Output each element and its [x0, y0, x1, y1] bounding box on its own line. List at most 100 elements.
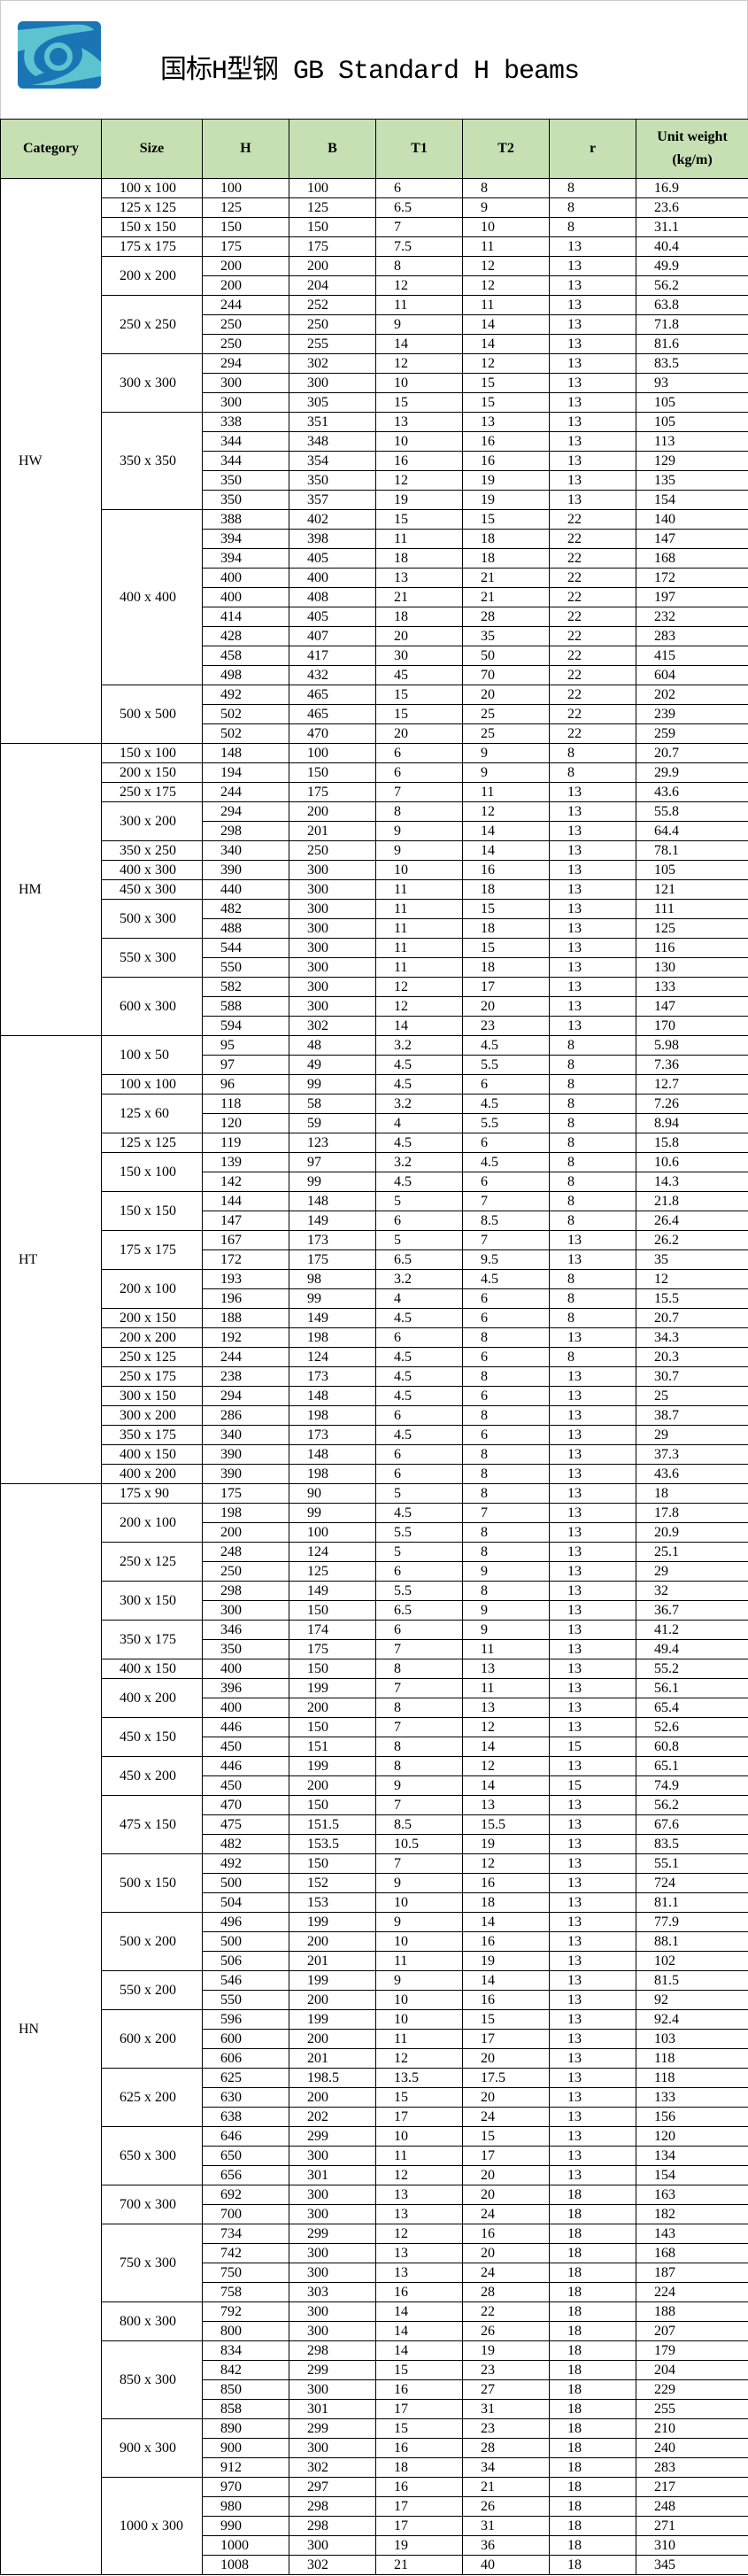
- r-cell: 22: [549, 529, 636, 549]
- r-cell: 8: [549, 1172, 636, 1192]
- unit-weight-cell: 133: [636, 2087, 748, 2108]
- size-cell: 400 x 200: [101, 1678, 203, 1718]
- unit-weight-cell: 60.8: [636, 1737, 748, 1757]
- b-cell: 174: [289, 1620, 376, 1640]
- table-row: 500 152 9 16 13 724: [1, 1873, 748, 1893]
- t2-cell: 40: [462, 2555, 550, 2575]
- b-cell: 298: [289, 2340, 376, 2361]
- table-row: 147 149 6 8.5 8 26.4: [1, 1211, 748, 1231]
- t2-cell: 13: [462, 1659, 550, 1679]
- t1-cell: 10: [375, 373, 463, 393]
- t2-cell: 13: [462, 412, 550, 432]
- t1-cell: 6: [375, 1561, 463, 1582]
- r-cell: 22: [549, 646, 636, 666]
- r-cell: 13: [549, 1834, 636, 1854]
- r-cell: 13: [549, 1620, 636, 1640]
- unit-weight-cell: 103: [636, 2029, 748, 2049]
- unit-weight-cell: 154: [636, 2165, 748, 2185]
- t1-cell: 10: [375, 2009, 463, 2030]
- b-cell: 200: [289, 2087, 376, 2108]
- t2-cell: 12: [462, 256, 550, 276]
- h-cell: 758: [202, 2282, 289, 2302]
- t1-cell: 11: [375, 899, 463, 919]
- r-cell: 13: [549, 1542, 636, 1562]
- h-cell: 244: [202, 295, 289, 315]
- size-cell: 125 x 125: [101, 1133, 203, 1153]
- t2-cell: 28: [462, 607, 550, 627]
- h-cell: 300: [202, 1600, 289, 1621]
- h-cell: 400: [202, 1659, 289, 1679]
- table-row: 600 x 300 582 300 12 17 13 133: [1, 977, 748, 1036]
- size-cell: 475 x 150: [101, 1795, 203, 1854]
- h-cell: 167: [202, 1230, 289, 1250]
- h-cell: 396: [202, 1678, 289, 1698]
- h-cell: 120: [202, 1113, 289, 1133]
- r-cell: 13: [549, 314, 636, 335]
- t2-cell: 9: [462, 1561, 550, 1582]
- size-cell: 250 x 175: [101, 1366, 203, 1387]
- b-cell: 202: [289, 2107, 376, 2127]
- size-cell: 125 x 125: [101, 197, 203, 218]
- unit-weight-cell: 7.26: [636, 1094, 748, 1114]
- h-cell: 188: [202, 1308, 289, 1328]
- t2-cell: 16: [462, 1990, 550, 2010]
- r-cell: 13: [549, 2068, 636, 2088]
- r-cell: 13: [549, 918, 636, 939]
- t2-cell: 15: [462, 509, 550, 530]
- h-cell: 95: [202, 1035, 289, 1056]
- r-cell: 13: [549, 295, 636, 315]
- unit-weight-cell: 7.36: [636, 1055, 748, 1075]
- size-cell: 250 x 250: [101, 295, 203, 354]
- table-row: 175 x 175 167 173 5 7 13 26.2: [1, 1230, 748, 1270]
- b-cell: 58: [289, 1094, 376, 1114]
- t2-cell: 9: [462, 1620, 550, 1640]
- r-cell: 18: [549, 2224, 636, 2244]
- t1-cell: 10: [375, 860, 463, 880]
- t1-cell: 6: [375, 743, 463, 763]
- h-cell: 119: [202, 1133, 289, 1153]
- r-cell: 18: [549, 2185, 636, 2205]
- r-cell: 13: [549, 1814, 636, 1835]
- unit-weight-cell: 43.6: [636, 782, 748, 802]
- unit-weight-cell: 187: [636, 2263, 748, 2283]
- t2-cell: 23: [462, 2418, 550, 2439]
- b-cell: 200: [289, 2029, 376, 2049]
- t2-cell: 27: [462, 2379, 550, 2400]
- t1-cell: 12: [375, 2224, 463, 2244]
- r-cell: 8: [549, 762, 636, 783]
- b-cell: 151.5: [289, 1814, 376, 1835]
- b-cell: 417: [289, 646, 376, 666]
- column-header-size: Size: [101, 119, 203, 179]
- unit-weight-cell: 224: [636, 2282, 748, 2302]
- r-cell: 8: [549, 1152, 636, 1172]
- unit-weight-cell: 18: [636, 1483, 748, 1504]
- size-cell: 200 x 150: [101, 1308, 203, 1328]
- size-cell: 100 x 100: [101, 1074, 203, 1095]
- t1-cell: 16: [375, 2282, 463, 2302]
- unit-weight-cell: 121: [636, 879, 748, 900]
- t1-cell: 6: [375, 1327, 463, 1348]
- b-cell: 201: [289, 2048, 376, 2069]
- b-cell: 354: [289, 451, 376, 471]
- t1-cell: 15: [375, 704, 463, 724]
- unit-weight-cell: 179: [636, 2340, 748, 2361]
- b-cell: 201: [289, 821, 376, 841]
- unit-weight-cell: 43.6: [636, 1464, 748, 1484]
- unit-weight-cell: 83.5: [636, 1834, 748, 1854]
- b-cell: 465: [289, 685, 376, 705]
- unit-weight-cell: 65.1: [636, 1756, 748, 1776]
- t1-cell: 5: [375, 1542, 463, 1562]
- b-cell: 124: [289, 1347, 376, 1367]
- unit-weight-cell: 41.2: [636, 1620, 748, 1640]
- r-cell: 13: [549, 1951, 636, 1971]
- b-cell: 300: [289, 2438, 376, 2458]
- table-row: 900 300 16 28 18 240: [1, 2438, 748, 2458]
- t2-cell: 16: [462, 1931, 550, 1952]
- column-header-b: B: [289, 119, 376, 179]
- t1-cell: 11: [375, 918, 463, 939]
- t1-cell: 9: [375, 1873, 463, 1893]
- t2-cell: 20: [462, 996, 550, 1017]
- b-cell: 149: [289, 1308, 376, 1328]
- category-cell: HM: [0, 743, 102, 1036]
- b-cell: 200: [289, 1931, 376, 1952]
